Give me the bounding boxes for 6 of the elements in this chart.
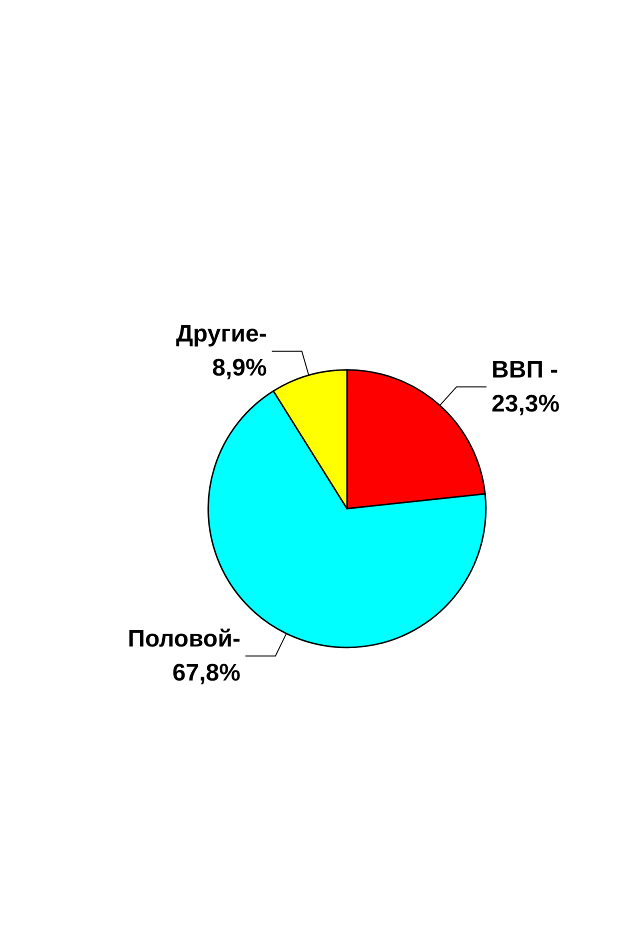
slice-label: Другие-	[176, 320, 267, 348]
data-label: 67,8%	[172, 660, 240, 687]
slice-label: ВВП -	[492, 356, 558, 384]
slice-label: Половой-	[128, 626, 240, 653]
data-label: 23,3%	[492, 390, 560, 418]
data-label: 8,9%	[212, 354, 267, 382]
